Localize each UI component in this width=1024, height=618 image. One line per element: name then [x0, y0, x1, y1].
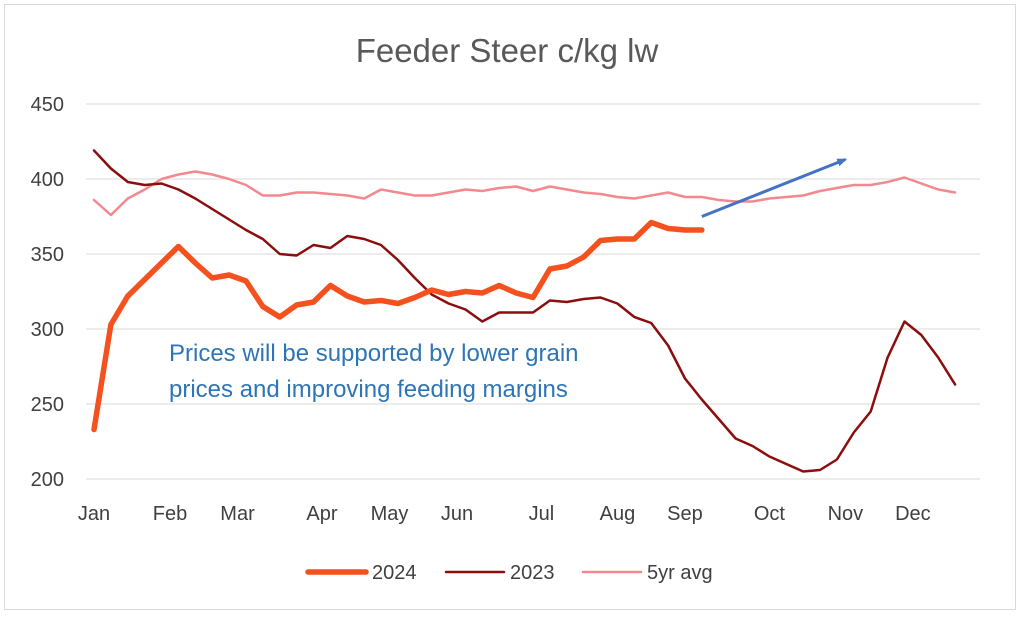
- x-tick-label: Oct: [754, 503, 786, 525]
- annotation-line-1: Prices will be supported by lower grain: [169, 340, 579, 367]
- y-axis: 200 250 300 350 400 450: [31, 94, 64, 491]
- y-tick-label: 300: [31, 319, 64, 341]
- y-tick-label: 350: [31, 244, 64, 266]
- x-tick-label: Apr: [306, 503, 337, 525]
- x-tick-label: Jun: [441, 503, 473, 525]
- x-tick-label: Sep: [667, 503, 703, 525]
- chart-title: Feeder Steer c/kg lw: [356, 32, 659, 69]
- series-line-2023: [92, 149, 957, 473]
- y-tick-label: 450: [31, 94, 64, 116]
- y-tick-label: 250: [31, 394, 64, 416]
- x-tick-label: Feb: [153, 503, 187, 525]
- y-tick-label: 400: [31, 169, 64, 191]
- series-lines: [91, 149, 957, 473]
- y-tick-label: 200: [31, 469, 64, 491]
- legend-label: 5yr avg: [647, 562, 713, 584]
- series-line-2024: [91, 219, 705, 433]
- legend: 2024 2023 5yr avg: [305, 562, 713, 584]
- x-tick-label: Dec: [895, 503, 931, 525]
- series-line-5yr-avg: [92, 170, 957, 217]
- gridlines: [86, 103, 980, 480]
- x-tick-label: Aug: [600, 503, 636, 525]
- x-tick-label: Jul: [529, 503, 555, 525]
- trend-arrow: [701, 158, 848, 218]
- annotation: Prices will be supported by lower grain …: [169, 340, 579, 403]
- annotation-line-2: prices and improving feeding margins: [169, 376, 568, 403]
- x-tick-label: Mar: [220, 503, 255, 525]
- x-tick-label: May: [371, 503, 409, 525]
- x-tick-label: Nov: [828, 503, 864, 525]
- legend-label: 2023: [510, 562, 555, 584]
- x-tick-label: Jan: [78, 503, 110, 525]
- chart-frame: [4, 4, 1016, 610]
- x-axis: Jan Feb Mar Apr May Jun Jul Aug Sep Oct Nov Dec: [78, 503, 931, 525]
- legend-label: 2024: [372, 562, 417, 584]
